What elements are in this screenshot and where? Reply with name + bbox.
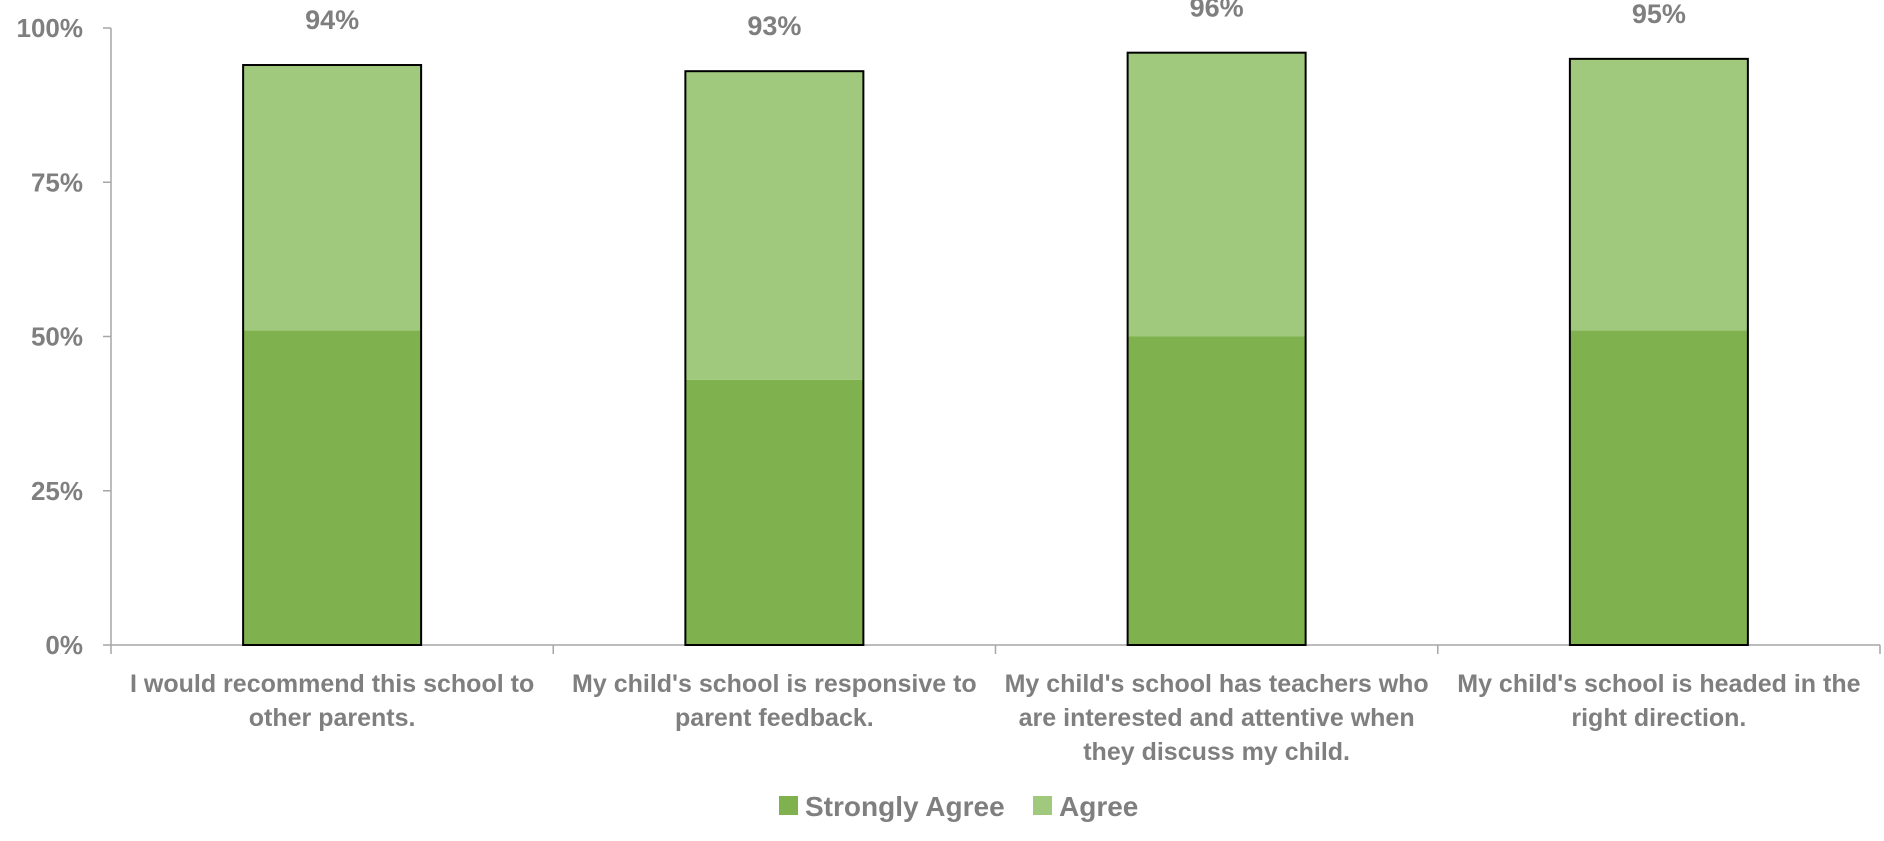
- legend-label: Agree: [1059, 791, 1138, 822]
- bar-strongly-agree: [1569, 330, 1748, 645]
- x-tick-label: are interested and attentive when: [1019, 704, 1415, 732]
- data-label-total: 95%: [1632, 0, 1686, 29]
- labels: 94% I would recommend this school to other…: [130, 0, 1861, 766]
- x-tick-label: right direction.: [1571, 704, 1746, 732]
- x-tick-label: My child's school has teachers who: [1005, 670, 1429, 698]
- x-tick-label: My child's school is responsive to: [572, 670, 977, 698]
- bar-outline: [1568, 57, 1749, 647]
- bar-strongly-agree: [243, 330, 422, 645]
- bar-strongly-agree: [685, 379, 864, 645]
- legend-label: Strongly Agree: [805, 791, 1005, 822]
- x-tick-label: parent feedback.: [675, 704, 874, 732]
- data-label-total: 94%: [305, 5, 359, 35]
- x-tick-label: My child's school is headed in the: [1457, 670, 1860, 698]
- bar-outline: [684, 70, 865, 646]
- y-tick-label: 100%: [17, 13, 84, 43]
- x-tick-label: other parents.: [249, 704, 416, 732]
- x-tick-label: they discuss my child.: [1083, 738, 1350, 766]
- y-tick-label: 75%: [31, 167, 83, 197]
- y-tick-label: 50%: [31, 322, 83, 352]
- bar-outline: [242, 64, 423, 646]
- data-label-total: 93%: [747, 11, 801, 41]
- y-tick-label: 25%: [31, 476, 83, 506]
- data-label-total: 96%: [1190, 0, 1244, 23]
- bar-agree: [1127, 52, 1306, 337]
- legend: Strongly Agree Agree: [779, 791, 1138, 822]
- bar-outline: [1126, 51, 1307, 647]
- y-tick-label: 0%: [45, 630, 83, 660]
- x-tick-label: I would recommend this school to: [130, 670, 534, 698]
- bar-strongly-agree: [1127, 336, 1306, 645]
- bar-agree: [243, 65, 422, 331]
- bar-agree: [685, 71, 864, 380]
- bars: [242, 51, 1749, 647]
- bar-agree: [1569, 58, 1748, 331]
- legend-swatch: [779, 796, 798, 815]
- legend-swatch: [1033, 796, 1052, 815]
